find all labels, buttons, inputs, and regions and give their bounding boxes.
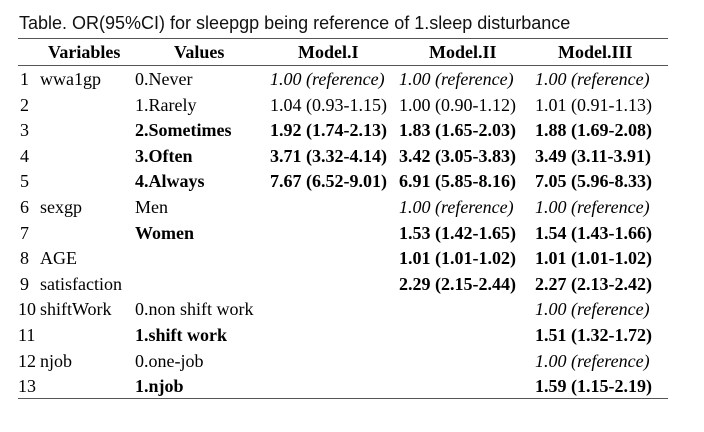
cell-model-3: 1.54 (1.43-1.66) <box>535 222 652 243</box>
cell-num: 10 <box>18 299 36 320</box>
cell-model-3: 1.00 (reference) <box>535 299 650 320</box>
cell-variable: wwa1gp <box>40 69 101 89</box>
table-row: 1 wwa1gp 0.Never 1.00 (reference) 1.00 (refe… <box>18 66 668 92</box>
cell-num: 1 <box>20 69 29 89</box>
cell-model-1: 1.92 (1.74-2.13) <box>270 120 387 141</box>
table-row: 10 shiftWork 0.non shift work 1.00 (referen… <box>18 296 668 322</box>
table-row: 7 Women 1.53 (1.42-1.65) 1.54 (1.43-1.66) <box>18 220 668 246</box>
cell-model-2: 1.83 (1.65-2.03) <box>399 120 516 141</box>
table-row: 8 AGE 1.01 (1.01-1.02) 1.01 (1.01-1.02) <box>18 245 668 271</box>
cell-variable: shiftWork <box>40 299 112 320</box>
cell-model-2: 1.00 (reference) <box>399 197 514 217</box>
table-row: 11 1.shift work 1.51 (1.32-1.72) <box>18 322 668 348</box>
cell-value: 0.non shift work <box>135 299 254 320</box>
cell-num: 12 <box>18 350 36 371</box>
cell-model-3: 1.59 (1.15-2.19) <box>535 376 652 397</box>
cell-model-1: 7.67 (6.52-9.01) <box>270 171 387 192</box>
cell-num: 9 <box>20 273 29 294</box>
cell-model-3: 7.05 (5.96-8.33) <box>535 171 652 192</box>
cell-value: 2.Sometimes <box>135 120 232 141</box>
cell-model-3: 1.88 (1.69-2.08) <box>535 120 652 141</box>
cell-variable: AGE <box>40 248 77 269</box>
cell-model-1: 1.04 (0.93-1.15) <box>270 94 387 115</box>
table-row: 9 satisfaction 2.29 (2.15-2.44) 2.27 (2.13-… <box>18 271 668 297</box>
table-caption: Table. OR(95%CI) for sleepgp being refer… <box>19 13 571 33</box>
header-model-1: Model.I <box>298 42 359 62</box>
cell-value: 0.one-job <box>135 350 204 371</box>
cell-model-2: 2.29 (2.15-2.44) <box>399 273 516 294</box>
cell-model-3: 2.27 (2.13-2.42) <box>535 273 652 294</box>
cell-model-2: 6.91 (5.85-8.16) <box>399 171 516 192</box>
cell-model-3: 1.00 (reference) <box>535 350 650 371</box>
cell-value: 4.Always <box>135 171 205 192</box>
cell-value: Women <box>135 222 195 243</box>
table-row: 3 2.Sometimes 1.92 (1.74-2.13) 1.83 (1.65-2… <box>18 117 668 143</box>
cell-model-2: 1.00 (0.90-1.12) <box>399 94 516 115</box>
cell-num: 7 <box>20 222 29 243</box>
header-rule <box>18 65 668 66</box>
table-row: 13 1.njob 1.59 (1.15-2.19) <box>18 373 668 399</box>
table-row: 2 1.Rarely 1.04 (0.93-1.15) 1.00 (0.90-1.12… <box>18 92 668 118</box>
top-rule <box>18 38 668 39</box>
cell-num: 3 <box>20 120 29 141</box>
cell-value: 1.njob <box>135 376 184 397</box>
cell-num: 2 <box>20 94 29 115</box>
cell-model-3: 1.01 (1.01-1.02) <box>535 248 652 269</box>
cell-num: 11 <box>18 325 36 345</box>
header-variables: Variables <box>48 42 121 62</box>
cell-num: 13 <box>18 376 36 397</box>
cell-num: 4 <box>20 145 29 166</box>
cell-model-1: 3.71 (3.32-4.14) <box>270 145 387 166</box>
cell-num: 5 <box>20 171 29 192</box>
table-row: 4 3.Often 3.71 (3.32-4.14) 3.42 (3.05-3.83)… <box>18 143 668 169</box>
cell-model-2: 3.42 (3.05-3.83) <box>399 145 516 166</box>
cell-model-1: 1.00 (reference) <box>270 69 385 89</box>
cell-model-3: 1.51 (1.32-1.72) <box>535 325 652 345</box>
cell-variable: sexgp <box>40 197 82 217</box>
header-model-2: Model.II <box>429 42 497 62</box>
cell-model-2: 1.01 (1.01-1.02) <box>399 248 516 269</box>
cell-model-2: 1.00 (reference) <box>399 69 514 89</box>
cell-model-3: 1.00 (reference) <box>535 69 650 89</box>
table-row: 6 sexgp Men 1.00 (reference) 1.00 (reference… <box>18 194 668 220</box>
table-row: 5 4.Always 7.67 (6.52-9.01) 6.91 (5.85-8.16… <box>18 168 668 194</box>
cell-num: 8 <box>20 248 29 269</box>
cell-variable: satisfaction <box>40 273 122 294</box>
cell-value: 1.shift work <box>135 325 228 345</box>
header-model-3: Model.III <box>558 42 633 62</box>
cell-variable: njob <box>40 350 73 371</box>
cell-value: Men <box>135 197 168 217</box>
cell-model-3: 1.01 (0.91-1.13) <box>535 94 652 115</box>
header-values: Values <box>174 42 225 62</box>
cell-model-3: 3.49 (3.11-3.91) <box>535 145 651 166</box>
header-row: Variables Values Model.I Model.II Model.… <box>18 38 668 65</box>
cell-value: 0.Never <box>135 69 193 89</box>
cell-model-2: 1.53 (1.42-1.65) <box>399 222 516 243</box>
table-row: 12 njob 0.one-job 1.00 (reference) <box>18 348 668 374</box>
cell-value: 3.Often <box>135 145 193 166</box>
cell-model-3: 1.00 (reference) <box>535 197 650 217</box>
cell-value: 1.Rarely <box>135 94 197 115</box>
bottom-rule <box>18 398 668 399</box>
cell-num: 6 <box>20 197 29 217</box>
